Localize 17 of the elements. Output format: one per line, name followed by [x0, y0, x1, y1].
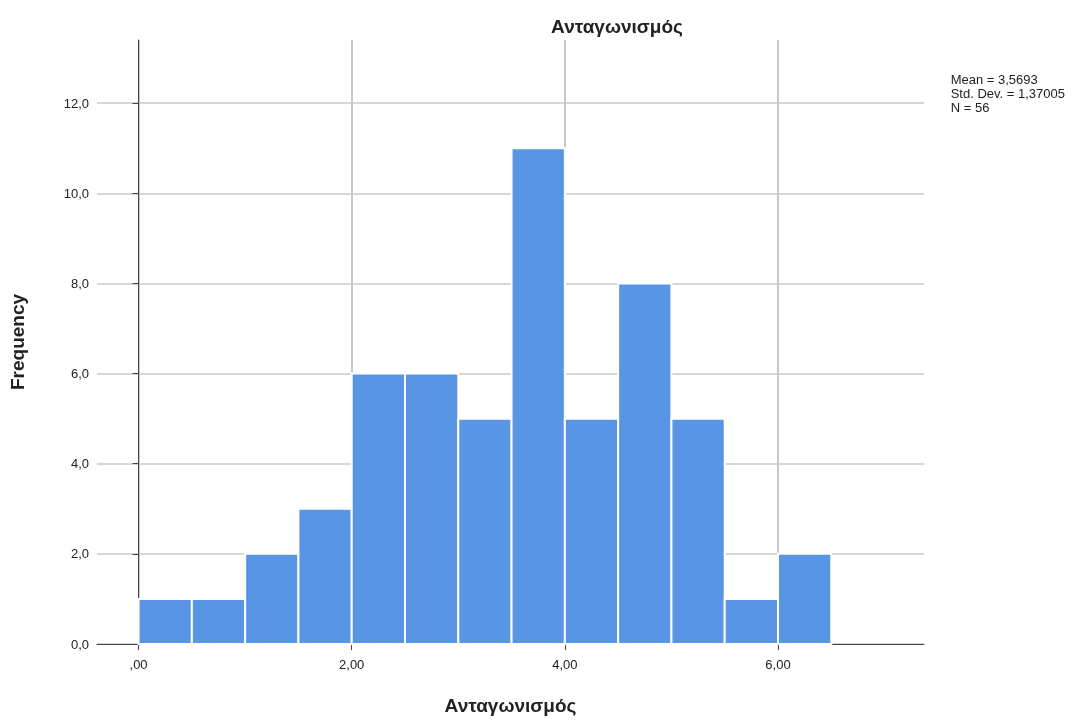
x-tick-label: 6,00 — [765, 657, 791, 672]
y-tick-label: 4,0 — [70, 456, 89, 472]
x-tick-label: 4,00 — [552, 657, 578, 672]
x-axis-title: Ανταγωνισμός — [444, 695, 577, 716]
text: N = 56 — [950, 99, 990, 115]
y-tick-label: 6,0 — [70, 366, 89, 382]
y-tick-label: 8,0 — [70, 275, 89, 291]
x-tick-label: ,00 — [129, 657, 148, 672]
y-tick-label: 0,0 — [70, 636, 89, 652]
chart-title: Ανταγωνισμός — [551, 16, 684, 37]
y-axis-title: Frequency — [7, 293, 28, 391]
text: Mean = 3,5693 — [950, 71, 1038, 87]
y-tick-label: 12,0 — [63, 95, 89, 111]
y-tick-label: 2,0 — [70, 546, 89, 562]
text: Std. Dev. = 1,37005 — [950, 85, 1065, 101]
y-tick-label: 10,0 — [63, 185, 89, 201]
x-tick-label: 2,00 — [339, 657, 365, 672]
